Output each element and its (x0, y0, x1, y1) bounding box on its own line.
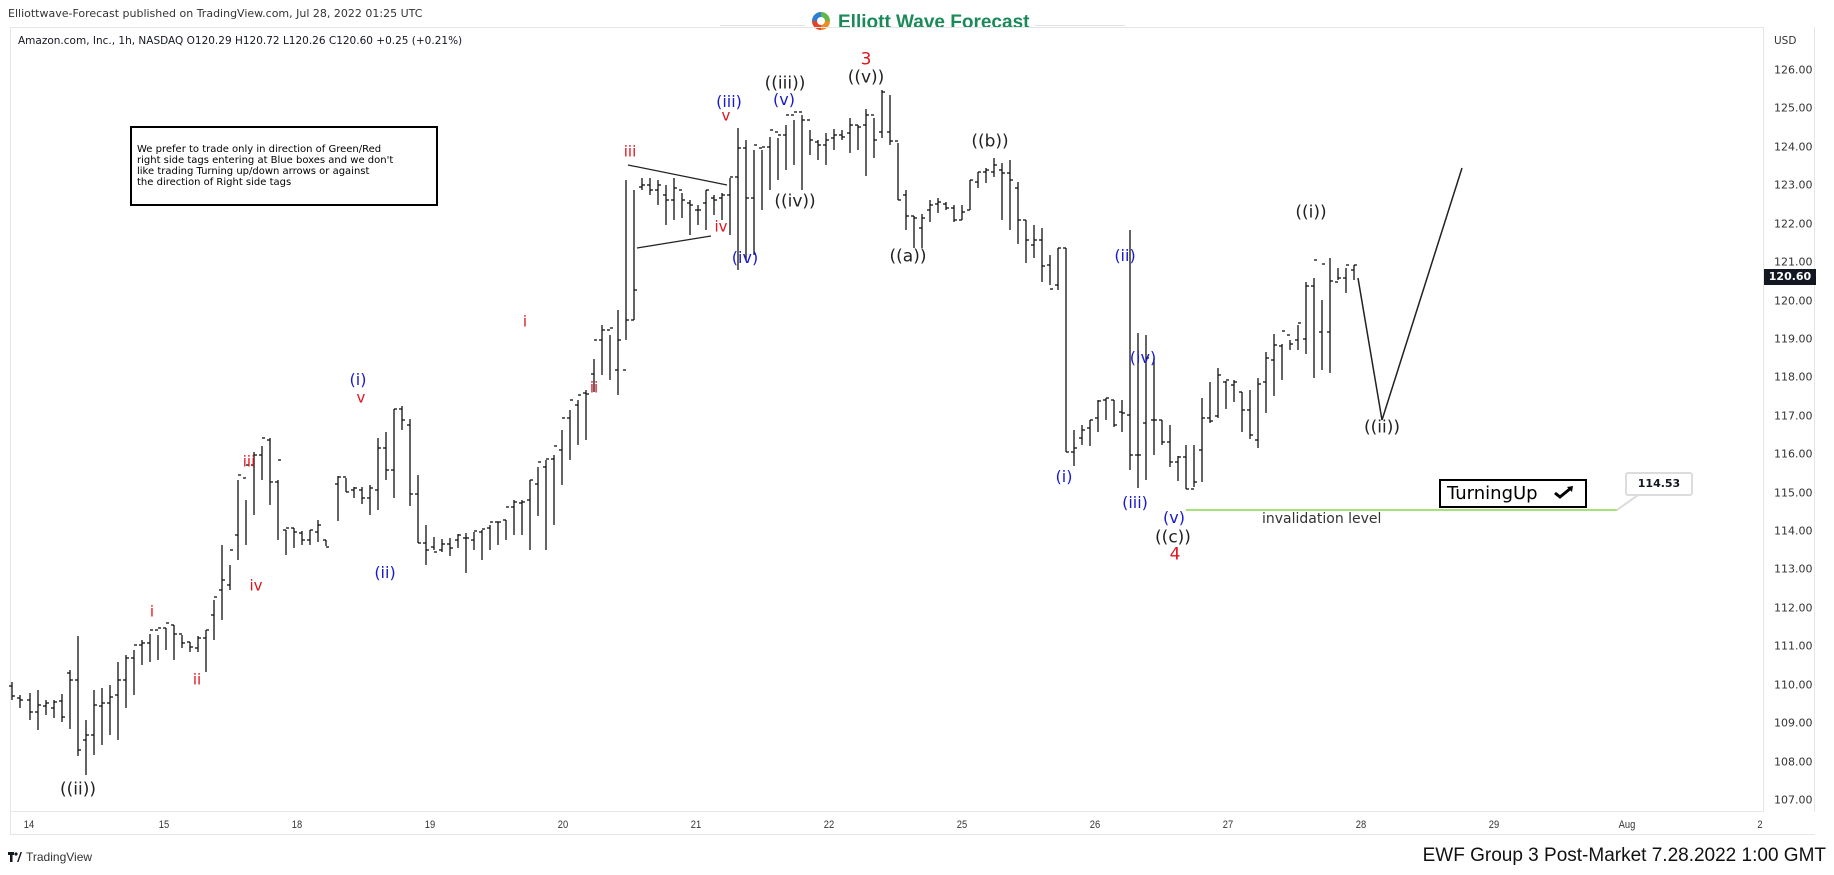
price-tick: 125.00 (1774, 101, 1813, 115)
price-tick: 123.00 (1774, 178, 1813, 192)
last-price-badge: 120.60 (1764, 269, 1816, 286)
wave-label: (iv) (731, 248, 759, 267)
publish-info: Elliottwave-Forecast published on Tradin… (8, 7, 423, 20)
price-tick: 116.00 (1774, 447, 1813, 461)
wave-label: ((a)) (889, 246, 927, 267)
wave-label: ii (192, 670, 202, 689)
wave-label: ((ii)) (1364, 417, 1400, 438)
time-tick: 2 (1757, 819, 1763, 831)
wave-label: (ii) (1114, 246, 1136, 265)
invalidation-price-callout: 114.53 (1625, 472, 1693, 496)
wave-label: ii (589, 378, 599, 397)
note-line: like trading Turning up/down arrows or a… (137, 166, 370, 177)
time-tick: 26 (1089, 819, 1101, 831)
tradingview-brand: TradingView (26, 850, 93, 864)
price-tick: 110.00 (1774, 678, 1813, 692)
time-tick: Aug (1618, 819, 1636, 831)
wave-label: 3 (860, 49, 872, 70)
time-tick: 20 (557, 819, 569, 831)
wave-label: iv (714, 217, 728, 236)
time-axis[interactable]: 14 15 18 19 20 21 22 25 26 27 28 29 Aug 2 (10, 812, 1815, 835)
time-tick: 22 (823, 819, 835, 831)
time-tick: 25 (956, 819, 968, 831)
time-tick: 15 (158, 819, 170, 831)
wave-label: ((iv)) (774, 191, 816, 212)
wave-label: v (721, 106, 731, 125)
wave-label: ((iii)) (764, 73, 806, 94)
check-arrow-up-icon (1553, 485, 1575, 503)
time-tick: 29 (1488, 819, 1500, 831)
wave-label: ((v)) (847, 67, 885, 88)
ohlc-plot (9, 90, 1639, 775)
wave-label: iii (623, 142, 637, 161)
wave-label: 4 (1169, 544, 1181, 565)
wave-label: ((b)) (971, 131, 1009, 152)
wave-label: (v) (1163, 508, 1185, 527)
time-tick: 28 (1355, 819, 1367, 831)
price-tick: 120.00 (1774, 294, 1813, 308)
wave-label: ((i)) (1295, 202, 1327, 223)
note-line: right side tags entering at Blue boxes a… (137, 155, 394, 166)
price-tick: 107.00 (1774, 793, 1813, 807)
tradingview-logo: TradingView (8, 850, 92, 864)
wave-label: (iii) (716, 92, 742, 111)
triangle-drawing (627, 164, 728, 249)
time-tick: 18 (291, 819, 303, 831)
price-tick: 124.00 (1774, 140, 1813, 154)
wave-label: iv (249, 576, 263, 595)
footer-caption: EWF Group 3 Post-Market 7.28.2022 1:00 G… (1422, 845, 1826, 866)
price-tick: 114.00 (1774, 524, 1813, 538)
price-axis[interactable]: USD 120.60 126.00 125.00 124.00 123.00 122.0… (1763, 27, 1816, 812)
wave-label: (ii) (374, 563, 396, 582)
price-tick: 117.00 (1774, 409, 1813, 423)
price-tick: 108.00 (1774, 755, 1813, 769)
wave-label: (iii) (1122, 493, 1148, 512)
wave-label: i (522, 312, 528, 331)
projection-path (1357, 167, 1463, 421)
price-tick: 121.00 (1774, 255, 1813, 269)
price-tick: 113.00 (1774, 562, 1813, 576)
wave-label: iii (242, 452, 256, 471)
price-tick: 122.00 (1774, 217, 1813, 231)
price-tick: 112.00 (1774, 601, 1813, 615)
note-line: the direction of Right side tags (137, 177, 292, 188)
price-tick: 109.00 (1774, 716, 1813, 730)
wave-label: (i) (349, 370, 367, 389)
turning-label: TurningUp (1447, 483, 1538, 504)
wave-label: (i) (1055, 467, 1073, 486)
trading-note-box: We prefer to trade only in direction of … (130, 126, 438, 206)
wave-label: (iv) (1129, 348, 1157, 367)
price-tick: 126.00 (1774, 63, 1813, 77)
time-tick: 14 (23, 819, 35, 831)
wave-label: ((c)) (1155, 527, 1191, 548)
price-tick: 111.00 (1774, 639, 1813, 653)
price-tick: 118.00 (1774, 370, 1813, 384)
wave-label: v (356, 388, 366, 407)
time-tick: 27 (1222, 819, 1234, 831)
brand-rule-left (720, 25, 805, 26)
note-line: We prefer to trade only in direction of … (137, 144, 382, 155)
price-tick: 119.00 (1774, 332, 1813, 346)
wave-label: ((ii)) (60, 779, 96, 800)
symbol-legend: Amazon.com, Inc., 1h, NASDAQ O120.29 H12… (18, 35, 463, 47)
brand-rule-right (1035, 25, 1125, 26)
time-tick: 21 (690, 819, 702, 831)
invalidation-label: invalidation level (1262, 511, 1382, 527)
currency-label: USD (1774, 35, 1797, 47)
time-tick: 19 (424, 819, 436, 831)
price-tick: 115.00 (1774, 486, 1813, 500)
turning-up-tag: TurningUp (1439, 479, 1587, 508)
tradingview-icon (8, 852, 22, 862)
chart-pane[interactable] (10, 27, 1763, 812)
wave-label: (v) (773, 90, 795, 109)
wave-label: i (149, 602, 155, 621)
callout-pointer (1616, 494, 1639, 511)
